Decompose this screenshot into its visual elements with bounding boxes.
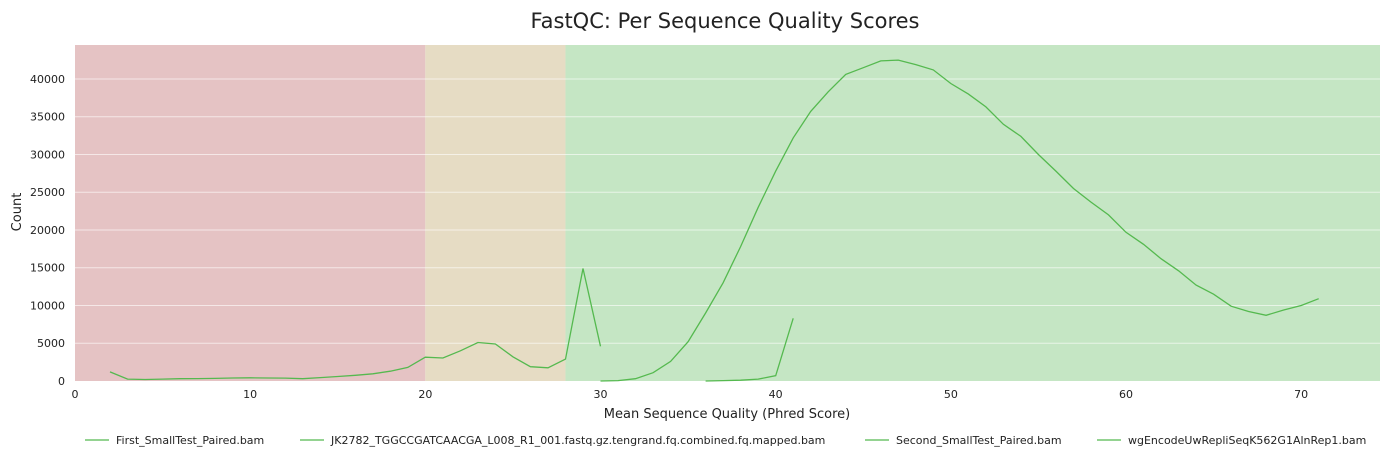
- x-axis-label: Mean Sequence Quality (Phred Score): [604, 407, 850, 422]
- series-lines: [109, 59, 1319, 382]
- x-tick-label-0: 0: [72, 388, 79, 401]
- legend: First_SmallTest_Paired.bam JK2782_TGGCCGA…: [85, 434, 1366, 447]
- x-tick-label-1: 10: [243, 388, 257, 401]
- x-axis-ticks: 0 10 20 30 40 50 60 70: [72, 388, 1309, 401]
- y-tick-label-1: 5000: [37, 337, 65, 350]
- x-tick-label-4: 40: [769, 388, 783, 401]
- quality-band-1: [425, 45, 566, 381]
- quality-band-0: [75, 45, 426, 381]
- x-tick-label-5: 50: [944, 388, 958, 401]
- y-axis-ticks: 0 5000 10000 15000 20000 25000 30000 35000 40000: [30, 73, 65, 388]
- y-tick-label-0: 0: [58, 375, 65, 388]
- x-tick-label-3: 30: [594, 388, 608, 401]
- legend-label-3: wgEncodeUwRepliSeqK562G1AlnRep1.bam: [1128, 434, 1366, 447]
- y-tick-label-7: 35000: [30, 111, 65, 124]
- legend-label-2: Second_SmallTest_Paired.bam: [896, 434, 1062, 447]
- y-tick-label-5: 25000: [30, 186, 65, 199]
- legend-label-1: JK2782_TGGCCGATCAACGA_L008_R1_001.fastq.…: [330, 434, 825, 447]
- series-line-0: [109, 268, 602, 381]
- x-tick-label-2: 20: [418, 388, 432, 401]
- y-axis-label: Count: [10, 193, 25, 232]
- y-tick-label-4: 20000: [30, 224, 65, 237]
- y-tick-label-6: 30000: [30, 148, 65, 161]
- x-tick-label-6: 60: [1119, 388, 1133, 401]
- y-tick-label-2: 10000: [30, 299, 65, 312]
- chart-title: FastQC: Per Sequence Quality Scores: [530, 9, 919, 33]
- quality-band-2: [565, 45, 1380, 381]
- grid-lines: [75, 78, 1380, 344]
- x-tick-label-7: 70: [1294, 388, 1308, 401]
- y-tick-label-3: 15000: [30, 262, 65, 275]
- y-tick-label-8: 40000: [30, 73, 65, 86]
- series-line-1: [600, 59, 1319, 382]
- series-line-2: [705, 318, 794, 382]
- legend-label-0: First_SmallTest_Paired.bam: [116, 434, 264, 447]
- quality-bands: [75, 45, 1380, 381]
